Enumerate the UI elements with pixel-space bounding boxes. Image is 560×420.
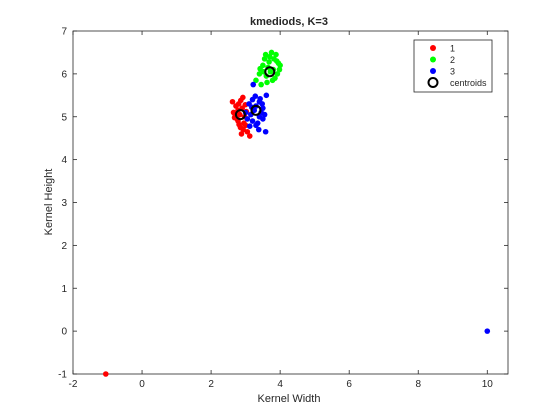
data-point-series-1 — [102, 371, 109, 377]
y-tick-label: 5 — [61, 112, 67, 123]
x-tick-label: 6 — [346, 379, 352, 390]
data-point-series-2 — [256, 71, 263, 77]
data-point-series-3 — [252, 93, 259, 99]
legend-label: 1 — [450, 44, 455, 54]
centroid-marker — [234, 109, 246, 121]
data-point-series-2 — [266, 59, 272, 65]
data-point-series-3 — [262, 128, 269, 135]
legend-marker-1 — [430, 45, 436, 51]
x-tick-label: 8 — [415, 379, 421, 390]
data-point-series-2 — [273, 51, 279, 58]
y-tick-label: 4 — [61, 155, 67, 166]
data-point-series-3 — [263, 92, 270, 99]
data-point-series-3 — [255, 126, 262, 133]
data-point-series-1 — [246, 133, 253, 139]
data-point-series-2 — [257, 65, 263, 72]
x-axis-label: Kernel Width — [258, 393, 321, 405]
data-point-series-2 — [276, 66, 283, 73]
x-tick-label: 4 — [277, 379, 283, 390]
data-point-series-3 — [249, 118, 256, 124]
data-point-series-1 — [244, 128, 251, 135]
data-point-series-3 — [244, 116, 251, 122]
data-point-series-3 — [250, 81, 257, 88]
x-tick-label: 10 — [482, 379, 494, 390]
centroid-marker — [250, 104, 262, 116]
y-tick-label: 1 — [61, 284, 67, 295]
x-tick-label: -2 — [69, 379, 78, 390]
y-tick-label: 2 — [61, 241, 67, 252]
data-point-series-2 — [264, 79, 270, 86]
data-point-series-1 — [240, 126, 247, 133]
legend-label: centroids — [450, 78, 487, 88]
y-tick-label: -1 — [58, 370, 67, 381]
legend-marker-3 — [430, 68, 436, 74]
y-tick-label: 7 — [61, 27, 67, 38]
y-tick-label: 3 — [61, 198, 67, 209]
data-point-series-1 — [229, 98, 236, 105]
data-point-series-2 — [268, 49, 275, 56]
y-tick-label: 6 — [61, 69, 67, 80]
data-point-series-2 — [261, 56, 268, 62]
data-point-series-2 — [267, 68, 274, 75]
legend-box — [413, 39, 493, 93]
data-point-series-3 — [260, 105, 266, 111]
centroid-marker — [264, 66, 276, 78]
data-point-series-2 — [262, 51, 269, 58]
data-point-series-3 — [246, 123, 253, 129]
data-point-series-3 — [259, 101, 265, 107]
data-point-series-1 — [238, 131, 245, 137]
data-point-series-2 — [258, 81, 264, 88]
data-point-series-1 — [236, 121, 242, 128]
data-point-series-2 — [253, 77, 259, 84]
legend-label: 2 — [450, 55, 455, 65]
x-tick-label: 2 — [208, 379, 214, 390]
data-point-series-1 — [230, 109, 237, 116]
legend-marker-2 — [430, 56, 436, 63]
data-point-series-2 — [269, 77, 276, 84]
data-point-series-3 — [261, 111, 268, 118]
legend-marker-centroids — [427, 77, 439, 88]
data-point-series-2 — [266, 53, 273, 60]
data-point-series-3 — [257, 95, 263, 102]
data-point-series-2 — [271, 56, 277, 62]
data-point-series-2 — [277, 62, 283, 69]
data-point-series-1 — [237, 97, 244, 104]
x-tick-label: 0 — [139, 379, 145, 390]
y-tick-label: 0 — [61, 327, 67, 338]
data-point-series-3 — [260, 116, 266, 122]
y-axis-label: Kernel Height — [43, 169, 55, 236]
data-point-series-2 — [263, 73, 270, 79]
data-point-series-3 — [254, 120, 261, 126]
chart-title: kmediods, K=3 — [250, 16, 328, 28]
data-point-series-1 — [233, 103, 239, 109]
data-point-series-3 — [484, 328, 491, 334]
data-point-series-2 — [274, 71, 281, 77]
legend-label: 3 — [450, 67, 455, 77]
